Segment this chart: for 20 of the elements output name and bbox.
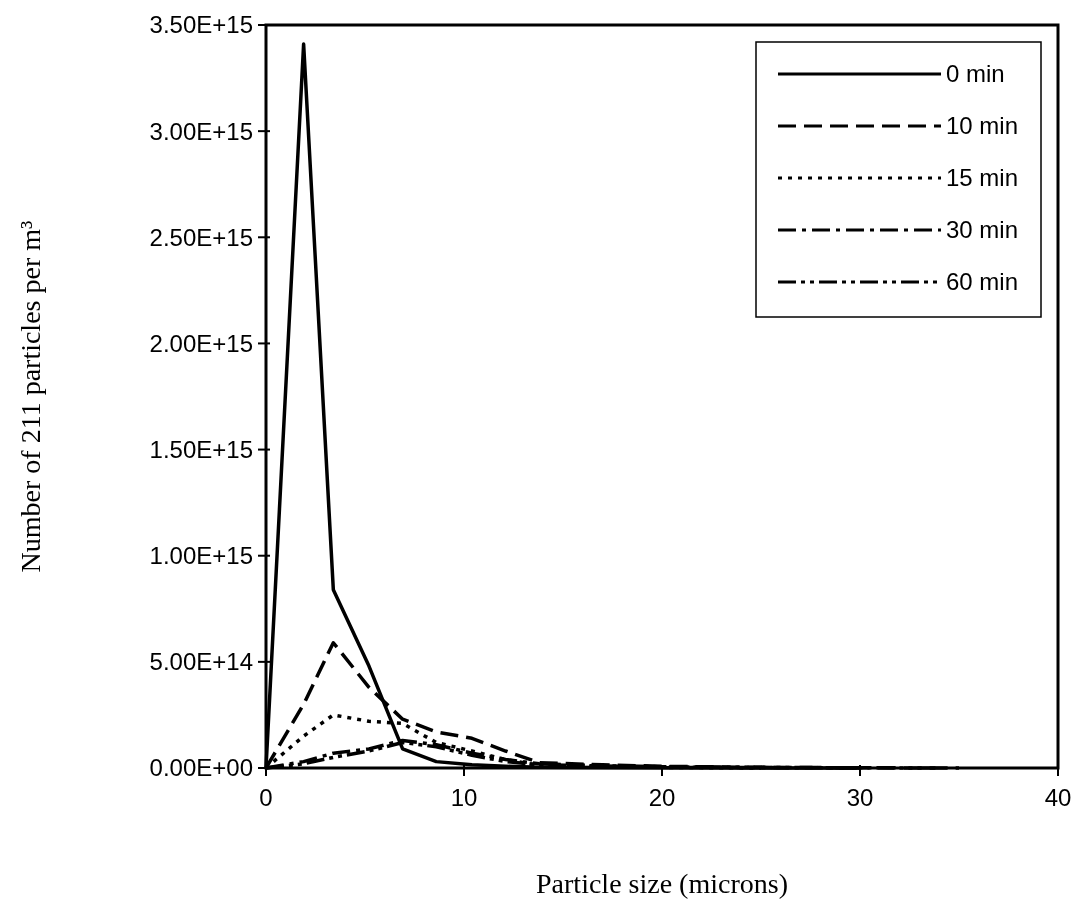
- text: 15 min: [946, 164, 1019, 192]
- y-tick-label: 0.00E+00: [149, 754, 253, 782]
- y-tick-label: 2.00E+15: [149, 329, 253, 357]
- x-tick-label: 10: [450, 784, 478, 811]
- x-tick-label: 0: [259, 784, 273, 811]
- text: 10 min: [946, 112, 1019, 140]
- y-tick-label: 1.50E+15: [149, 435, 253, 463]
- y-axis-title: Number of 211 particles per m³: [15, 220, 46, 573]
- y-tick-label: 3.50E+15: [149, 11, 253, 39]
- text: 0 min: [946, 60, 1005, 88]
- x-tick-label: 40: [1044, 784, 1072, 811]
- x-axis-title: Particle size (microns): [536, 868, 788, 899]
- x-tick-label: 20: [648, 784, 676, 811]
- text: 30 min: [946, 216, 1019, 244]
- y-tick-label: 2.50E+15: [149, 223, 253, 251]
- y-tick-label: 3.00E+15: [149, 117, 253, 145]
- x-tick-label: 30: [846, 784, 874, 811]
- y-tick-label: 1.00E+15: [149, 542, 253, 570]
- text: 60 min: [946, 268, 1019, 296]
- y-tick-label: 5.00E+14: [149, 648, 253, 676]
